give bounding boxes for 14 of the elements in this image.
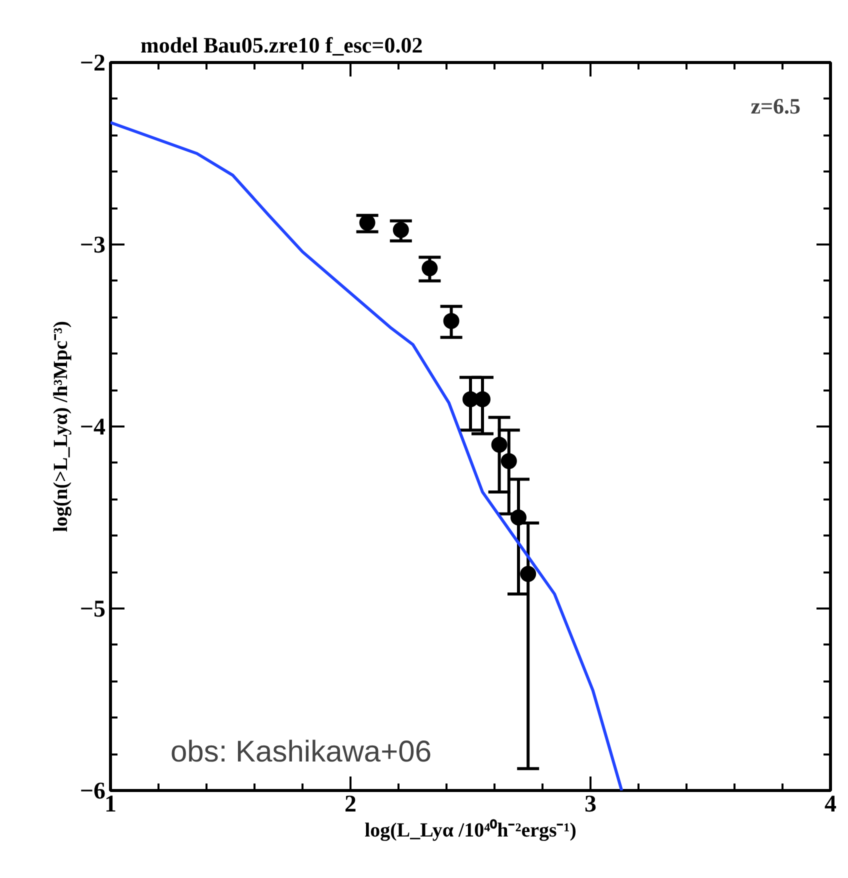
annotation: obs: Kashikawa+06 [170,736,432,768]
y-tick-label: −4 [80,414,106,440]
x-axis-title: log(L_Lyα /10⁴⁰h⁻²ergs⁻¹) [364,818,576,842]
annotation: z=6.5 [750,94,801,118]
x-tick-label: 1 [104,792,116,818]
y-tick-label: −5 [80,596,106,622]
x-tick-label: 4 [824,792,836,818]
chart-title: model Bau05.zre10 f_esc=0.02 [140,32,423,58]
y-tick-label: −3 [80,232,106,258]
y-tick-label: −6 [80,778,106,804]
x-tick-label: 2 [344,792,356,818]
x-tick-label: 3 [584,792,596,818]
y-axis-title: log(n(>L_Lyα) /h³Mpc⁻³) [50,320,72,532]
y-tick-label: −2 [80,50,106,76]
